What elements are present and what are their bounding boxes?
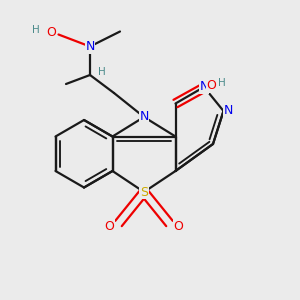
Text: O: O	[46, 26, 56, 40]
Text: N: N	[199, 80, 209, 94]
Text: N: N	[85, 40, 95, 53]
Text: N: N	[139, 110, 149, 124]
Text: H: H	[218, 77, 226, 88]
Text: S: S	[140, 185, 148, 199]
Text: H: H	[98, 67, 106, 77]
Text: H: H	[32, 25, 40, 35]
Text: O: O	[105, 220, 114, 233]
Text: O: O	[207, 79, 216, 92]
Text: O: O	[174, 220, 183, 233]
Text: N: N	[223, 104, 233, 118]
